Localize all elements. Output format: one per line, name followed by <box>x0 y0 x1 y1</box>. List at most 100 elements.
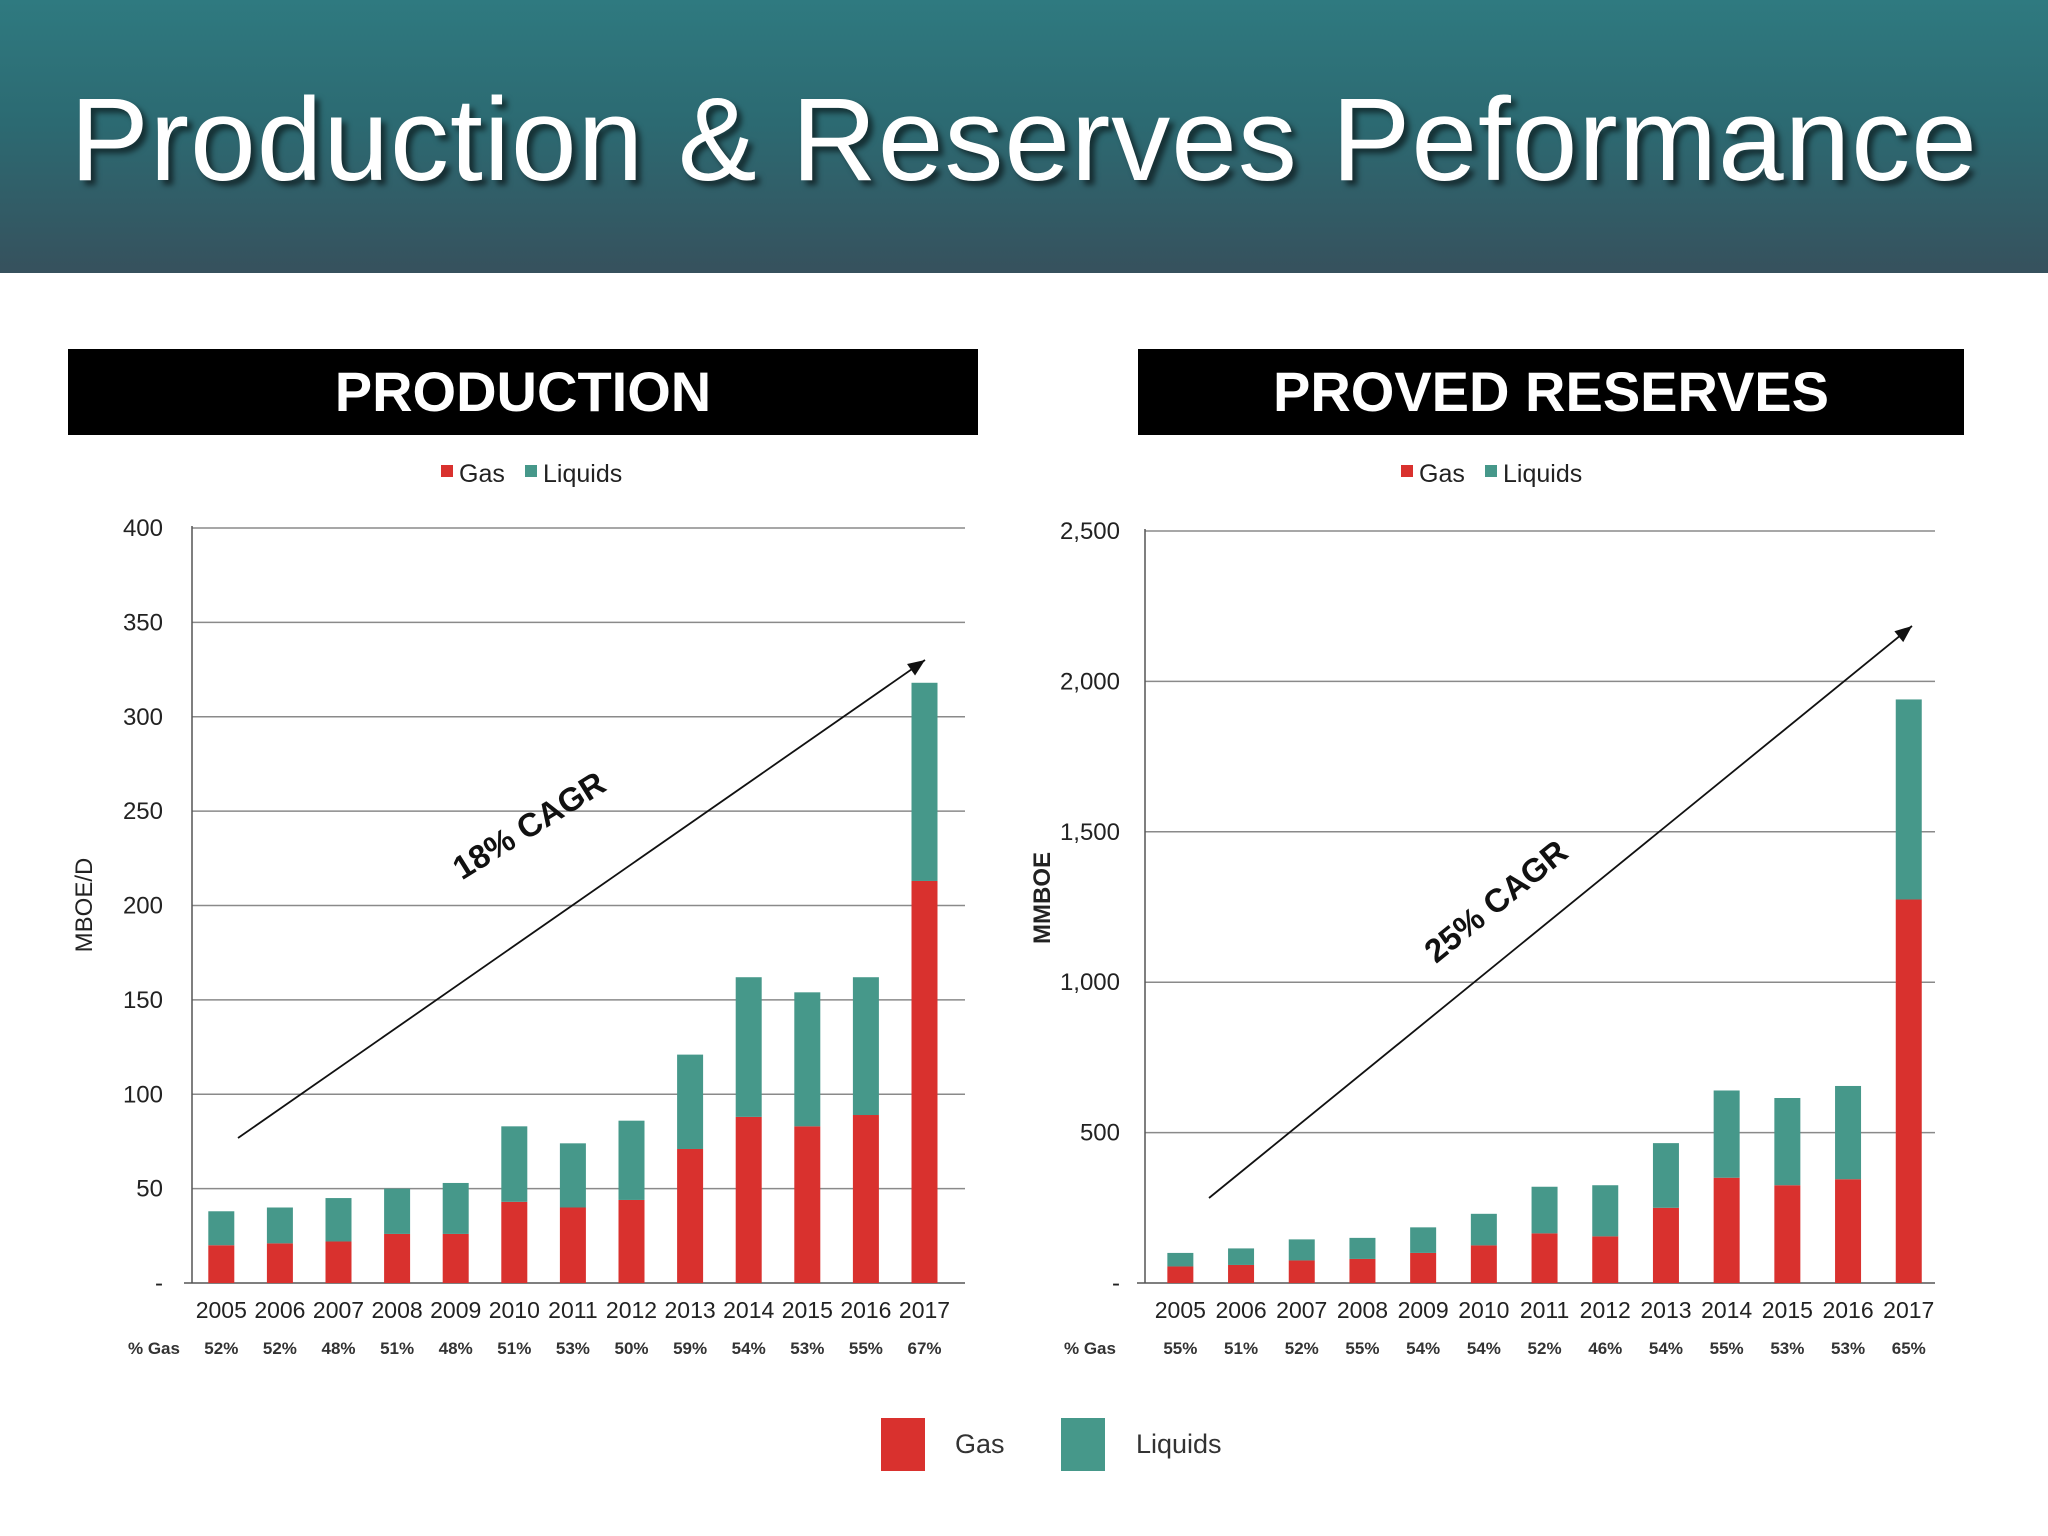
production-xtick-label: 2006 <box>254 1297 305 1323</box>
production-xtick-label: 2007 <box>313 1297 364 1323</box>
production-bar-gas-2011 <box>559 1207 586 1283</box>
reserves-xtick-label: 2017 <box>1883 1297 1934 1323</box>
production-bar-gas-2014 <box>735 1116 762 1283</box>
production-pct-gas-value: 54% <box>732 1339 766 1358</box>
reserves-xtick-label: 2011 <box>1520 1297 1569 1323</box>
production-cagr-arrow-head <box>907 660 925 676</box>
production-pct-gas-value: 55% <box>849 1339 883 1358</box>
reserves-pct-gas-value: 51% <box>1224 1339 1258 1358</box>
reserves-legend-gas-label: Gas <box>1419 460 1465 488</box>
production-bar-gas-2012 <box>618 1199 645 1283</box>
production-bar-gas-2013 <box>677 1148 704 1283</box>
reserves-legend-liquids-label: Liquids <box>1503 460 1582 488</box>
reserves-panel-title: PROVED RESERVES <box>1138 349 1964 435</box>
reserves-bar-liquids-2017 <box>1895 699 1922 900</box>
production-panel-title: PRODUCTION <box>68 349 978 435</box>
reserves-legend-gas-swatch <box>1401 465 1413 477</box>
production-ytick-label: 200 <box>123 893 163 920</box>
reserves-bar-gas-2005 <box>1167 1266 1194 1283</box>
page-title: Production & Reserves Peformance <box>70 74 1978 206</box>
reserves-bar-liquids-2014 <box>1713 1090 1740 1178</box>
production-bar-liquids-2012 <box>618 1120 645 1200</box>
production-xtick-label: 2009 <box>430 1297 481 1323</box>
reserves-pct-gas-label: % Gas <box>1064 1339 1116 1358</box>
production-xtick-label: 2010 <box>489 1297 540 1323</box>
production-bar-gas-2005 <box>208 1245 235 1283</box>
production-y-axis-label: MBOE/D <box>71 858 98 953</box>
reserves-cagr-arrow-head <box>1894 626 1912 643</box>
reserves-pct-gas-value: 54% <box>1467 1339 1501 1358</box>
production-legend-gas-label: Gas <box>459 460 505 488</box>
production-pct-gas-label: % Gas <box>128 1339 180 1358</box>
production-ytick-label: 400 <box>123 515 163 542</box>
production-ytick-label: - <box>155 1270 163 1297</box>
production-bar-gas-2016 <box>852 1115 879 1283</box>
production-bar-liquids-2016 <box>852 977 879 1116</box>
reserves-bar-gas-2008 <box>1349 1258 1376 1283</box>
production-bar-liquids-2007 <box>325 1198 352 1242</box>
reserves-xtick-label: 2005 <box>1155 1297 1206 1323</box>
production-xtick-label: 2016 <box>840 1297 891 1323</box>
production-ytick-label: 250 <box>123 798 163 825</box>
reserves-pct-gas-value: 52% <box>1528 1339 1562 1358</box>
production-pct-gas-value: 59% <box>673 1339 707 1358</box>
production-bar-gas-2007 <box>325 1241 352 1283</box>
production-bar-gas-2006 <box>266 1243 293 1283</box>
reserves-ytick-label: - <box>1112 1270 1120 1297</box>
production-bar-liquids-2011 <box>559 1143 586 1208</box>
reserves-xtick-label: 2006 <box>1215 1297 1266 1323</box>
gas-legend-label: Gas <box>955 1429 1005 1459</box>
reserves-pct-gas-value: 53% <box>1770 1339 1804 1358</box>
reserves-bar-gas-2013 <box>1652 1207 1679 1283</box>
production-bar-gas-2015 <box>794 1126 821 1283</box>
production-bar-liquids-2008 <box>384 1188 411 1234</box>
reserves-pct-gas-value: 53% <box>1831 1339 1865 1358</box>
production-bar-gas-2010 <box>501 1201 528 1283</box>
reserves-xtick-label: 2008 <box>1337 1297 1388 1323</box>
reserves-y-axis-label: MMBOE <box>1029 852 1056 944</box>
reserves-bar-liquids-2007 <box>1288 1239 1315 1261</box>
production-bar-liquids-2010 <box>501 1126 528 1202</box>
production-xtick-label: 2008 <box>372 1297 423 1323</box>
production-pct-gas-value: 67% <box>907 1339 941 1358</box>
production-ytick-label: 300 <box>123 704 163 731</box>
production-bar-liquids-2013 <box>677 1054 704 1149</box>
production-bar-liquids-2006 <box>266 1207 293 1244</box>
reserves-bar-liquids-2012 <box>1592 1185 1619 1237</box>
reserves-ytick-label: 1,500 <box>1060 819 1120 846</box>
bottom-legend: Gas Liquids <box>0 1418 2048 1473</box>
production-xtick-label: 2005 <box>196 1297 247 1323</box>
liquids-swatch <box>1061 1418 1105 1471</box>
title-banner: Production & Reserves Peformance <box>0 0 2048 273</box>
reserves-bar-gas-2006 <box>1228 1264 1255 1283</box>
reserves-pct-gas-value: 55% <box>1710 1339 1744 1358</box>
reserves-bar-gas-2012 <box>1592 1236 1619 1283</box>
reserves-pct-gas-value: 54% <box>1406 1339 1440 1358</box>
production-ytick-label: 100 <box>123 1081 163 1108</box>
reserves-ytick-label: 2,000 <box>1060 668 1120 695</box>
reserves-pct-gas-value: 55% <box>1163 1339 1197 1358</box>
reserves-bar-liquids-2005 <box>1167 1252 1194 1267</box>
reserves-bar-gas-2011 <box>1531 1233 1558 1283</box>
reserves-xtick-label: 2016 <box>1822 1297 1873 1323</box>
production-legend-gas-swatch <box>441 465 453 477</box>
production-pct-gas-value: 48% <box>321 1339 355 1358</box>
production-bar-liquids-2005 <box>208 1211 235 1246</box>
production-ytick-label: 350 <box>123 609 163 636</box>
reserves-bar-liquids-2013 <box>1652 1143 1679 1208</box>
reserves-cagr-annotation: 25% CAGR <box>1417 832 1574 969</box>
reserves-bar-liquids-2009 <box>1410 1227 1437 1253</box>
reserves-bar-gas-2009 <box>1410 1252 1437 1283</box>
reserves-xtick-label: 2013 <box>1640 1297 1691 1323</box>
reserves-bar-liquids-2010 <box>1470 1213 1497 1246</box>
production-pct-gas-value: 53% <box>556 1339 590 1358</box>
reserves-xtick-label: 2007 <box>1276 1297 1327 1323</box>
reserves-cagr-arrow-line <box>1208 625 1913 1199</box>
reserves-pct-gas-value: 46% <box>1588 1339 1622 1358</box>
production-bar-liquids-2009 <box>442 1182 469 1234</box>
reserves-pct-gas-value: 54% <box>1649 1339 1683 1358</box>
production-ytick-label: 150 <box>123 987 163 1014</box>
reserves-bar-liquids-2006 <box>1228 1248 1255 1265</box>
production-pct-gas-value: 48% <box>439 1339 473 1358</box>
production-pct-gas-value: 52% <box>204 1339 238 1358</box>
